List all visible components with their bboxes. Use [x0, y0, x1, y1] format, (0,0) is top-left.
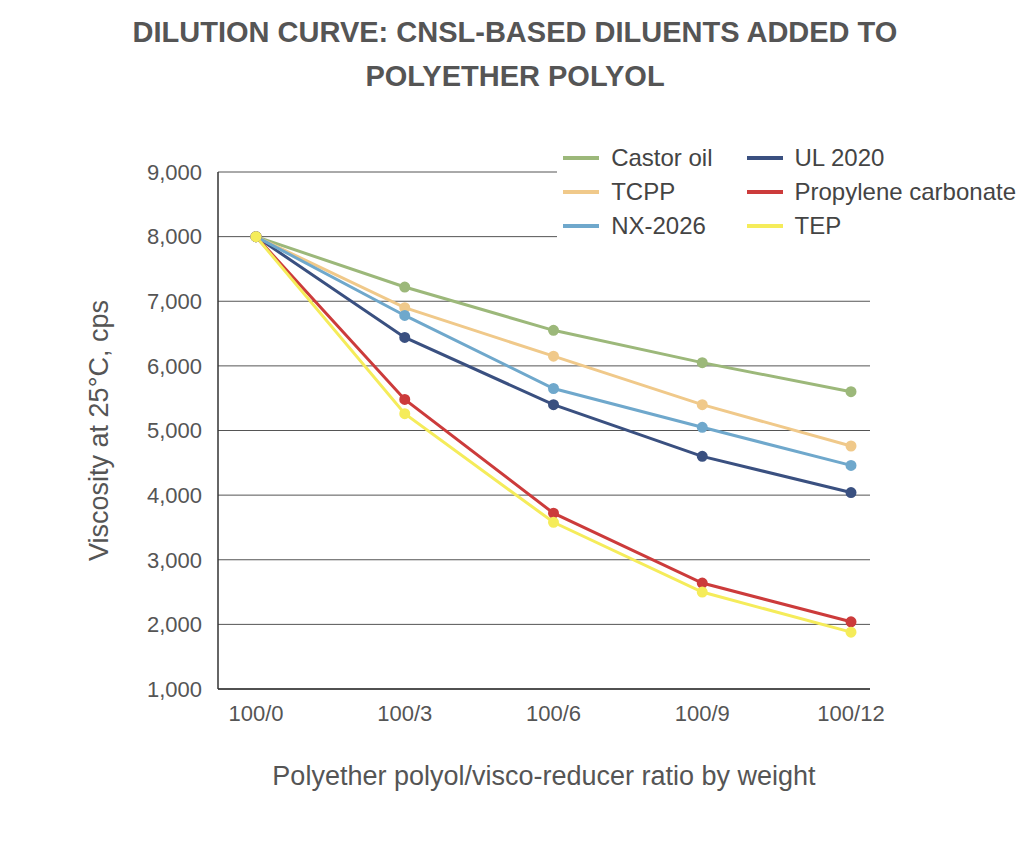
svg-text:7,000: 7,000	[147, 289, 202, 314]
svg-text:Polyether polyol/visco-reducer: Polyether polyol/visco-reducer ratio by …	[272, 761, 816, 791]
html-text:UL 2020: UL 2020	[794, 144, 885, 171]
html-text:Castor oil: Castor oil	[611, 144, 713, 171]
svg-text:3,000: 3,000	[147, 548, 202, 573]
svg-text:8,000: 8,000	[147, 224, 202, 249]
svg-text:5,000: 5,000	[147, 418, 202, 443]
html-text:Propylene carbonate: Propylene carbonate	[794, 178, 1016, 205]
svg-text:1,000: 1,000	[147, 677, 202, 702]
svg-text:100/0: 100/0	[228, 701, 283, 726]
svg-text:100/6: 100/6	[526, 701, 581, 726]
svg-text:100/3: 100/3	[377, 701, 432, 726]
svg-text:100/12: 100/12	[817, 701, 884, 726]
html-text:DILUTION CURVE: CNSL-BASED DIL: DILUTION CURVE: CNSL-BASED DILUENTS ADDE…	[132, 16, 898, 92]
html-text:TCPP: TCPP	[611, 178, 676, 205]
svg-text:2,000: 2,000	[147, 612, 202, 637]
html-text:NX-2026: NX-2026	[611, 212, 706, 239]
svg-text:6,000: 6,000	[147, 354, 202, 379]
html-text:TEP: TEP	[794, 212, 842, 239]
svg-text:Viscosity at 25°C, cps: Viscosity at 25°C, cps	[84, 300, 114, 561]
svg-text:100/9: 100/9	[675, 701, 730, 726]
svg-text:4,000: 4,000	[147, 483, 202, 508]
svg-text:9,000: 9,000	[147, 160, 202, 185]
